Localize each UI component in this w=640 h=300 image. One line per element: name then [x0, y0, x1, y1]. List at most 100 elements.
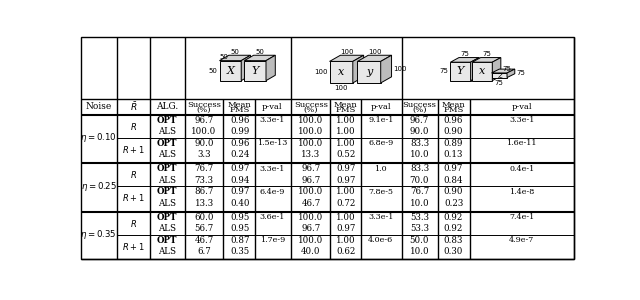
Text: 100: 100 [368, 49, 381, 55]
Polygon shape [492, 73, 507, 78]
Text: $R+1$: $R+1$ [122, 192, 145, 203]
Text: ALS: ALS [158, 151, 176, 160]
Text: Success: Success [294, 100, 328, 109]
Text: p-val: p-val [262, 103, 282, 111]
Text: $\bar{R}$: $\bar{R}$ [130, 100, 137, 113]
Text: x: x [338, 67, 344, 77]
Text: $R+1$: $R+1$ [122, 144, 145, 155]
Text: $\eta = 0.35$: $\eta = 0.35$ [81, 228, 117, 241]
Text: 100.0: 100.0 [298, 116, 324, 125]
Text: ALS: ALS [158, 248, 176, 256]
Text: 75: 75 [502, 66, 511, 72]
Text: 60.0: 60.0 [195, 213, 214, 222]
Text: 100: 100 [314, 69, 327, 75]
Text: 9.1e-1: 9.1e-1 [368, 116, 394, 124]
Text: 0.13: 0.13 [444, 151, 463, 160]
Text: 100: 100 [393, 66, 406, 72]
Text: 100.0: 100.0 [191, 128, 216, 136]
Text: Mean: Mean [228, 100, 252, 109]
Text: OPT: OPT [157, 236, 177, 245]
Polygon shape [507, 69, 515, 78]
Polygon shape [358, 55, 392, 61]
Text: 46.7: 46.7 [195, 236, 214, 245]
Text: 1.5e-13: 1.5e-13 [257, 140, 287, 147]
Text: 0.40: 0.40 [230, 199, 250, 208]
Text: OPT: OPT [157, 188, 177, 196]
Text: 0.24: 0.24 [230, 151, 250, 160]
Polygon shape [266, 55, 275, 81]
Text: 83.3: 83.3 [410, 139, 429, 148]
Polygon shape [492, 58, 501, 81]
Text: Y: Y [457, 66, 464, 76]
Polygon shape [381, 55, 392, 83]
Text: 0.87: 0.87 [230, 236, 250, 245]
Text: FMS: FMS [444, 106, 464, 114]
Text: 100.0: 100.0 [298, 128, 324, 136]
Polygon shape [241, 55, 250, 81]
Polygon shape [472, 62, 492, 81]
Text: 7.4e-1: 7.4e-1 [509, 213, 534, 221]
Text: $R+1$: $R+1$ [122, 241, 145, 252]
Text: 0.97: 0.97 [230, 164, 250, 173]
Text: 3.3e-1: 3.3e-1 [509, 116, 534, 124]
Text: Mean: Mean [334, 100, 358, 109]
Text: 90.0: 90.0 [410, 128, 429, 136]
Text: 0.90: 0.90 [444, 188, 463, 196]
Text: y: y [366, 67, 372, 77]
Text: 0.97: 0.97 [336, 224, 355, 233]
Text: 10.0: 10.0 [410, 248, 429, 256]
Text: $R$: $R$ [130, 218, 137, 229]
Text: 0.97: 0.97 [230, 188, 250, 196]
Text: 1.00: 1.00 [336, 188, 356, 196]
Text: 0.35: 0.35 [230, 248, 249, 256]
Text: 0.96: 0.96 [230, 139, 250, 148]
Text: 0.52: 0.52 [336, 151, 355, 160]
Text: 100.0: 100.0 [298, 213, 324, 222]
Text: 100.0: 100.0 [298, 236, 324, 245]
Text: $R$: $R$ [130, 121, 137, 132]
Text: 0.90: 0.90 [444, 128, 463, 136]
Text: 0.96: 0.96 [230, 116, 250, 125]
Text: 100: 100 [340, 49, 353, 55]
Text: 96.7: 96.7 [410, 116, 429, 125]
Text: 1.7e-9: 1.7e-9 [260, 236, 285, 244]
Text: 46.7: 46.7 [301, 199, 321, 208]
Text: 75: 75 [482, 52, 491, 58]
Polygon shape [220, 61, 241, 81]
Text: 0.92: 0.92 [444, 213, 463, 222]
Polygon shape [330, 55, 364, 61]
Text: 1.00: 1.00 [336, 128, 356, 136]
Text: 83.3: 83.3 [410, 164, 429, 173]
Polygon shape [353, 55, 364, 83]
Text: x: x [479, 66, 485, 76]
Text: 10.0: 10.0 [410, 199, 429, 208]
Text: 53.3: 53.3 [410, 224, 429, 233]
Text: 100: 100 [335, 85, 348, 91]
Text: 86.7: 86.7 [195, 188, 214, 196]
Text: Mean: Mean [442, 100, 465, 109]
Text: 0.92: 0.92 [444, 224, 463, 233]
Text: ALS: ALS [158, 176, 176, 185]
Text: 0.84: 0.84 [444, 176, 463, 185]
Text: ALG.: ALG. [156, 102, 178, 111]
Text: p-val: p-val [511, 103, 532, 111]
Text: 90.0: 90.0 [195, 139, 214, 148]
Text: FMS: FMS [335, 106, 356, 114]
Text: 96.7: 96.7 [195, 116, 214, 125]
Text: 96.7: 96.7 [301, 176, 321, 185]
Text: (%): (%) [304, 106, 318, 114]
Text: OPT: OPT [157, 164, 177, 173]
Text: ALS: ALS [158, 128, 176, 136]
Text: ALS: ALS [158, 199, 176, 208]
Text: Noise: Noise [86, 102, 112, 111]
Text: 4.9e-7: 4.9e-7 [509, 236, 534, 244]
Polygon shape [244, 61, 266, 81]
Text: 1.00: 1.00 [336, 139, 356, 148]
Text: 75: 75 [516, 70, 525, 76]
Text: 100.0: 100.0 [298, 139, 324, 148]
Text: 100.0: 100.0 [298, 188, 324, 196]
Text: 0.94: 0.94 [230, 176, 250, 185]
Polygon shape [220, 55, 250, 61]
Text: 1.00: 1.00 [336, 236, 356, 245]
Text: 3.3e-1: 3.3e-1 [259, 116, 285, 124]
